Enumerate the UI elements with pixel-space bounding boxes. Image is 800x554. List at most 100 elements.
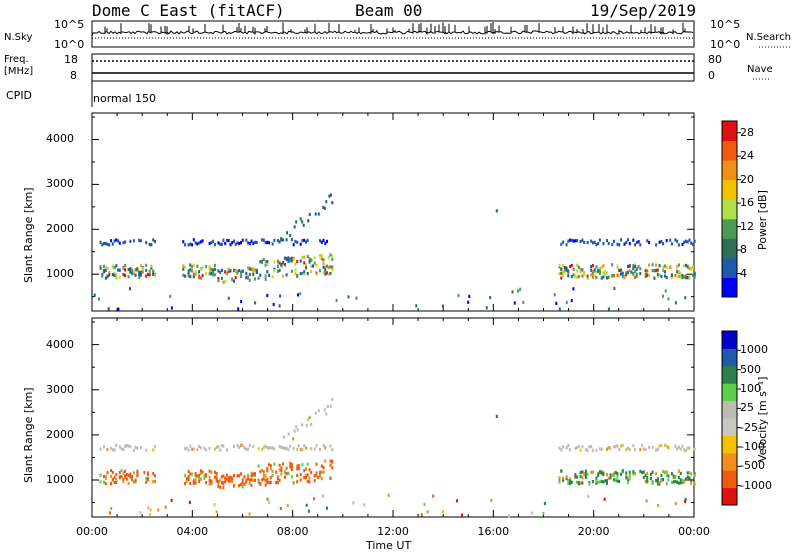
echo-cell (322, 465, 325, 470)
echo-cell (276, 261, 279, 265)
echo-cell (606, 473, 608, 477)
echo-cell (219, 242, 222, 246)
colorbar-tick-label: 16 (740, 196, 754, 210)
echo-cell (627, 264, 629, 269)
scatter-cell (157, 508, 160, 512)
echo-cell (268, 480, 271, 485)
echo-cell (285, 257, 288, 261)
echo-cell (187, 243, 190, 247)
echo-cell (611, 473, 614, 477)
echo-cell (278, 268, 281, 272)
echo-cell (308, 257, 311, 261)
echo-cell (194, 270, 197, 274)
echo-cell (607, 275, 610, 280)
echo-cell (134, 273, 137, 277)
scatter-cell (553, 293, 556, 297)
echo-cell (692, 242, 694, 246)
scatter-cell (543, 501, 546, 506)
echo-cell (685, 239, 687, 243)
echo-cell (322, 205, 325, 209)
echo-cell (150, 243, 153, 247)
echo-cell (259, 481, 262, 485)
echo-cell (184, 243, 187, 247)
echo-cell (106, 448, 109, 452)
echo-cell (136, 446, 139, 450)
echo-cell (106, 266, 109, 270)
echo-cell (299, 242, 302, 246)
scatter-cell (139, 511, 142, 515)
echo-cell (187, 477, 190, 481)
echo-cell (606, 276, 608, 280)
echo-cell (115, 477, 118, 481)
echo-cell (275, 481, 278, 485)
echo-cell (99, 480, 102, 484)
echo-cell (665, 473, 668, 477)
echo-cell (187, 448, 190, 452)
colorbar-segment (722, 400, 737, 419)
echo-cell (285, 238, 288, 242)
echo-cell (215, 445, 218, 449)
echo-cell (303, 270, 306, 274)
echo-cell (236, 474, 239, 478)
echo-cell (574, 446, 577, 450)
colorbar-segment (722, 418, 737, 436)
scatter-cell (684, 497, 687, 502)
echo-cell (187, 470, 190, 474)
echo-cell (217, 484, 220, 488)
echo-cell (241, 269, 244, 273)
scatter-cell (456, 499, 458, 503)
scatter-cell (248, 512, 251, 516)
echo-cell (154, 445, 156, 449)
echo-cell (152, 448, 155, 452)
scatter-cell (147, 506, 150, 510)
echo-cell (145, 274, 148, 278)
echo-cell (264, 259, 267, 264)
echo-cell (632, 272, 635, 276)
echo-cell (296, 274, 299, 278)
echo-cell (182, 267, 185, 271)
echo-cell (299, 259, 302, 263)
echo-cell (104, 474, 107, 478)
echo-cell (562, 273, 565, 277)
echo-cell (322, 258, 325, 262)
station-title: Dome C East (fitACF) (92, 1, 285, 20)
echo-cell (634, 275, 637, 279)
echo-cell (656, 477, 659, 481)
echo-cell (331, 257, 334, 261)
echo-cell (199, 469, 202, 473)
echo-cell (326, 264, 328, 268)
echo-cell (154, 479, 156, 484)
echo-cell (278, 261, 281, 265)
echo-cell (296, 467, 299, 471)
scatter-cell (335, 298, 338, 302)
echo-cell (310, 258, 313, 262)
echo-cell (627, 476, 629, 480)
scatter-cell (93, 293, 96, 297)
echo-cell (233, 484, 235, 488)
echo-cell (192, 272, 195, 276)
echo-cell (656, 447, 659, 451)
echo-cell (254, 473, 256, 478)
scatter-cell (441, 509, 444, 514)
echo-cell (199, 446, 202, 450)
echo-cell (261, 238, 264, 242)
echo-cell (681, 242, 684, 246)
echo-cell (220, 444, 223, 448)
echo-cell (280, 445, 283, 450)
echo-cell (227, 479, 230, 483)
echo-cell (313, 256, 316, 260)
echo-cell (621, 271, 624, 275)
echo-cell (565, 266, 568, 270)
echo-cell (319, 254, 321, 258)
echo-cell (676, 447, 679, 451)
echo-cell (317, 212, 320, 216)
echo-cell (591, 271, 594, 275)
echo-cell (579, 240, 582, 244)
echo-cell (252, 478, 255, 482)
scatter-cell (674, 501, 677, 506)
colorbar-tick-label: 25 (740, 401, 754, 415)
echo-cell (690, 472, 693, 476)
x-tick-label: 20:00 (577, 525, 610, 538)
echo-cell (319, 472, 321, 476)
echo-cell (99, 266, 102, 270)
